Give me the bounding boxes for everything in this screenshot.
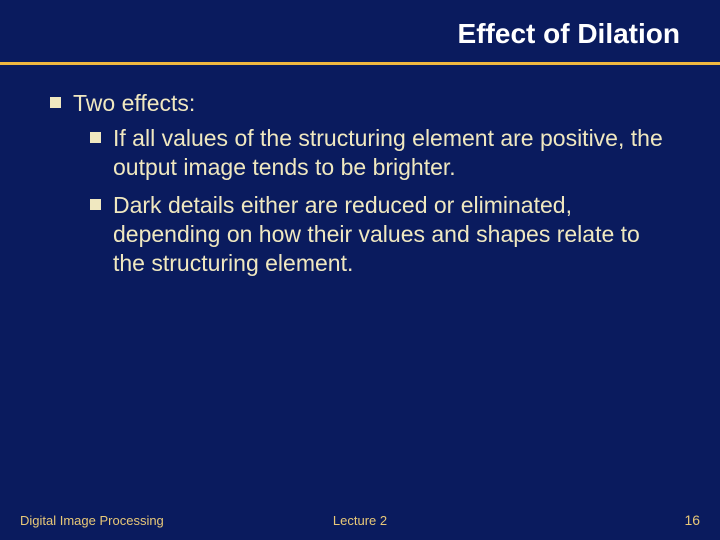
bullet-icon: [90, 132, 101, 143]
footer-center-text: Lecture 2: [247, 513, 474, 528]
bullet-text: Two effects:: [73, 89, 195, 118]
list-item: Two effects:: [50, 89, 670, 118]
bullet-text: If all values of the structuring element…: [113, 124, 670, 182]
page-number: 16: [473, 512, 700, 528]
bullet-text: Dark details either are reduced or elimi…: [113, 191, 670, 277]
bullet-icon: [90, 199, 101, 210]
page-title: Effect of Dilation: [458, 18, 680, 50]
footer-left-text: Digital Image Processing: [20, 513, 247, 528]
list-item: Dark details either are reduced or elimi…: [90, 191, 670, 277]
sub-list: If all values of the structuring element…: [90, 124, 670, 278]
slide-content: Two effects: If all values of the struct…: [0, 65, 720, 278]
slide-header: Effect of Dilation: [0, 0, 720, 60]
bullet-icon: [50, 97, 61, 108]
list-item: If all values of the structuring element…: [90, 124, 670, 182]
slide-footer: Digital Image Processing Lecture 2 16: [0, 512, 720, 528]
